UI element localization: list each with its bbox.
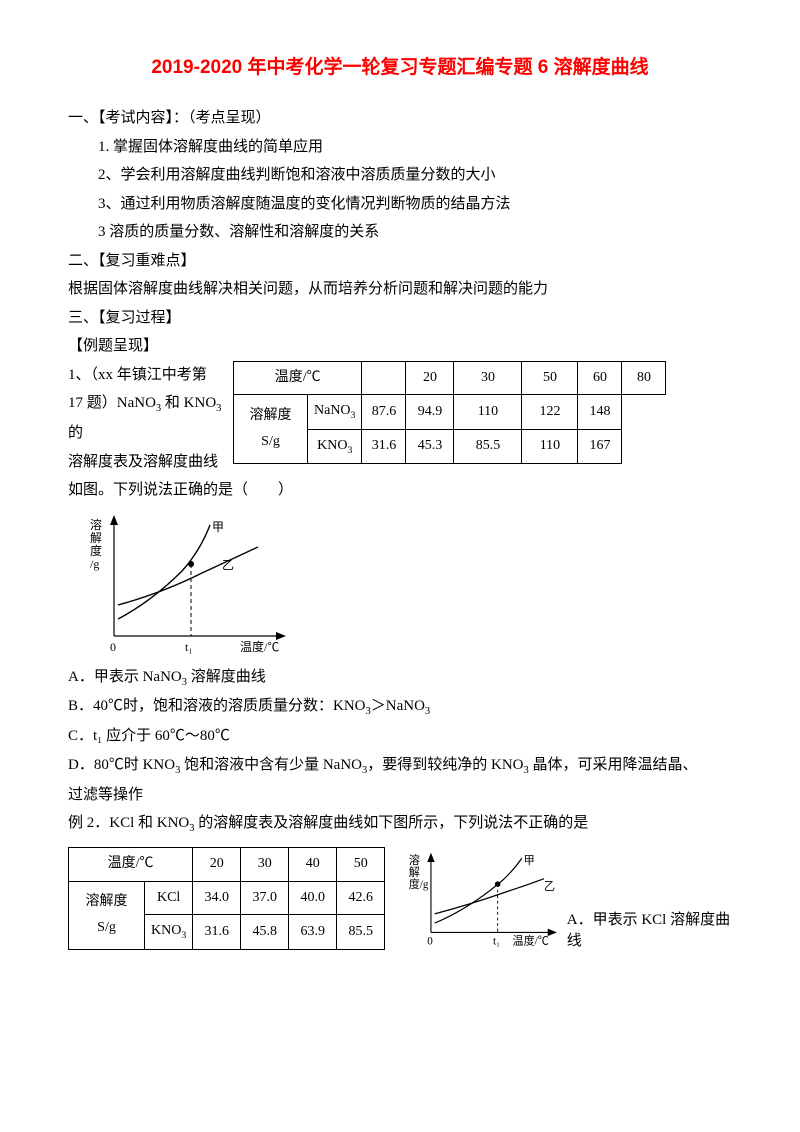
s1-item-4: 3 溶质的质量分数、溶解性和溶解度的关系 xyxy=(68,218,732,247)
section-2-heading: 二、【复习重难点】 xyxy=(68,247,732,276)
cell: 63.9 xyxy=(289,915,337,949)
curve-yi xyxy=(118,547,258,605)
chart-2-col: 溶解度/g 甲 乙 0 t₁ 温度/℃ A．甲表示 KCl 溶解度曲线 xyxy=(405,847,732,952)
page-title: 2019-2020 年中考化学一轮复习专题汇编专题 6 溶解度曲线 xyxy=(68,50,732,86)
cell: 148 xyxy=(578,395,622,429)
sol-header: 溶解度 S/g xyxy=(69,881,145,949)
label-jia: 甲 xyxy=(212,520,224,534)
sol-header: 溶解度 S/g xyxy=(234,395,308,464)
ex1-line-2: 17 题）NaNO3 和 KNO3 的 xyxy=(68,389,233,447)
col-80: 80 xyxy=(622,361,666,395)
x-axis-label: 温度/℃ xyxy=(240,639,279,654)
ex1-line-4: 如图。下列说法正确的是（ ） xyxy=(68,476,732,505)
table-1-wrap: 温度/℃ 20 30 50 60 80 溶解度 S/g NaNO3 87.6 9… xyxy=(233,361,732,464)
col-30: 30 xyxy=(241,848,289,882)
solubility-table-1: 温度/℃ 20 30 50 60 80 溶解度 S/g NaNO3 87.6 9… xyxy=(233,361,666,464)
temp-header: 温度/℃ xyxy=(69,848,193,882)
ex1-line-1: 1、（xx 年镇江中考第 xyxy=(68,361,233,390)
cell: 45.3 xyxy=(406,429,454,463)
solubility-chart-1: 溶解度/g 甲 乙 0 t₁ 温度/℃ xyxy=(82,511,302,661)
example-1-text: 1、（xx 年镇江中考第 17 题）NaNO3 和 KNO3 的 溶解度表及溶解… xyxy=(68,361,233,476)
option-c: C．t₁ 应介于 60℃～80℃ xyxy=(68,722,732,751)
col-20: 20 xyxy=(406,361,454,395)
option-2a: A．甲表示 KCl 溶解度曲线 xyxy=(567,910,732,952)
label-yi: 乙 xyxy=(544,880,555,893)
cell: 87.6 xyxy=(362,395,406,429)
example-heading: 【例题呈现】 xyxy=(68,332,732,361)
col-30: 30 xyxy=(454,361,522,395)
section-3-heading: 三、【复习过程】 xyxy=(68,304,732,333)
t1-label: t₁ xyxy=(493,936,500,948)
row-label: KNO3 xyxy=(308,429,362,463)
option-d-cont: 过滤等操作 xyxy=(68,781,732,810)
s1-item-1: 1. 掌握固体溶解度曲线的简单应用 xyxy=(68,133,732,162)
cell: 167 xyxy=(578,429,622,463)
option-b: B．40℃时，饱和溶液的溶质质量分数：KNO3＞NaNO3 xyxy=(68,692,732,722)
label-jia: 甲 xyxy=(524,855,535,867)
y-arrow-icon xyxy=(427,853,434,862)
example-2-heading: 例 2．KCl 和 KNO3 的溶解度表及溶解度曲线如下图所示，下列说法不正确的… xyxy=(68,809,732,839)
row-label: NaNO3 xyxy=(308,395,362,429)
cell: 40.0 xyxy=(289,881,337,915)
row-label: KNO3 xyxy=(145,915,193,949)
cell: 45.8 xyxy=(241,915,289,949)
s1-item-2: 2、学会利用溶解度曲线判断饱和溶液中溶质质量分数的大小 xyxy=(68,161,732,190)
cell: 85.5 xyxy=(454,429,522,463)
cell: 42.6 xyxy=(337,881,385,915)
example-2-row: 温度/℃ 20 30 40 50 溶解度 S/g KCl 34.0 37.0 4… xyxy=(68,847,732,952)
solubility-table-2: 温度/℃ 20 30 40 50 溶解度 S/g KCl 34.0 37.0 4… xyxy=(68,847,385,950)
cell: 37.0 xyxy=(241,881,289,915)
curve-yi xyxy=(435,879,544,914)
cell: 122 xyxy=(522,395,578,429)
cell: 110 xyxy=(454,395,522,429)
table-2-wrap: 温度/℃ 20 30 40 50 溶解度 S/g KCl 34.0 37.0 4… xyxy=(68,847,385,950)
curve-jia xyxy=(118,525,210,619)
example-1-row: 1、（xx 年镇江中考第 17 题）NaNO3 和 KNO3 的 溶解度表及溶解… xyxy=(68,361,732,476)
chart-1-wrap: 溶解度/g 甲 乙 0 t₁ 温度/℃ xyxy=(82,511,732,661)
cell: 34.0 xyxy=(193,881,241,915)
option-d: D．80℃时 KNO3 饱和溶液中含有少量 NaNO3，要得到较纯净的 KNO3… xyxy=(68,751,732,781)
s1-item-3: 3、通过利用物质溶解度随温度的变化情况判断物质的结晶方法 xyxy=(68,190,732,219)
col-blank xyxy=(362,361,406,395)
x-arrow-icon xyxy=(276,632,286,640)
solubility-chart-2: 溶解度/g 甲 乙 0 t₁ 温度/℃ xyxy=(405,847,563,952)
cell: 110 xyxy=(522,429,578,463)
option-a: A．甲表示 NaNO3 溶解度曲线 xyxy=(68,663,732,693)
col-50: 50 xyxy=(337,848,385,882)
y-axis-label: 溶解度/g xyxy=(90,517,102,571)
table-row: 温度/℃ 20 30 50 60 80 xyxy=(234,361,666,395)
table-row: 溶解度 S/g NaNO3 87.6 94.9 110 122 148 xyxy=(234,395,666,429)
y-arrow-icon xyxy=(110,515,118,525)
x-arrow-icon xyxy=(548,929,557,936)
col-50: 50 xyxy=(522,361,578,395)
table-row: 温度/℃ 20 30 40 50 xyxy=(69,848,385,882)
col-60: 60 xyxy=(578,361,622,395)
s2-item-1: 根据固体溶解度曲线解决相关问题，从而培养分析问题和解决问题的能力 xyxy=(68,275,732,304)
temp-header: 温度/℃ xyxy=(234,361,362,395)
origin-label: 0 xyxy=(427,936,433,948)
cell: 31.6 xyxy=(362,429,406,463)
origin-label: 0 xyxy=(110,640,116,654)
row-label: KCl xyxy=(145,881,193,915)
x-axis-label: 温度/℃ xyxy=(513,934,549,948)
t1-label: t₁ xyxy=(185,640,193,654)
ex1-line-3: 溶解度表及溶解度曲线 xyxy=(68,448,233,477)
cell: 85.5 xyxy=(337,915,385,949)
cell: 31.6 xyxy=(193,915,241,949)
table-row: 溶解度 S/g KCl 34.0 37.0 40.0 42.6 xyxy=(69,881,385,915)
col-20: 20 xyxy=(193,848,241,882)
section-1-heading: 一、【考试内容】：（考点呈现） xyxy=(68,104,732,133)
y-axis-label: 溶解度/g xyxy=(409,853,429,891)
col-40: 40 xyxy=(289,848,337,882)
label-yi: 乙 xyxy=(222,558,234,572)
cell: 94.9 xyxy=(406,395,454,429)
